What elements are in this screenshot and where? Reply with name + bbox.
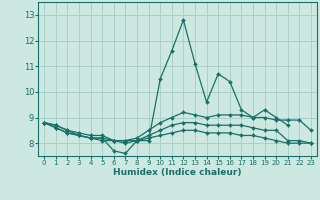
- X-axis label: Humidex (Indice chaleur): Humidex (Indice chaleur): [113, 168, 242, 177]
